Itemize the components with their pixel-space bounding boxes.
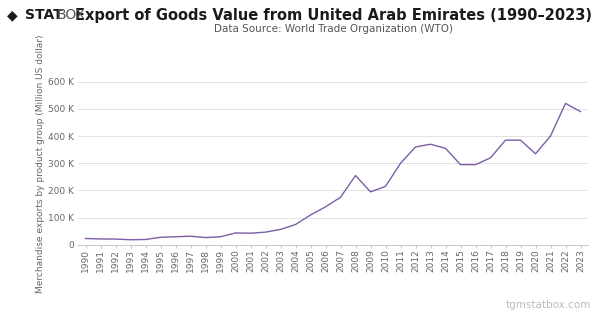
Y-axis label: Merchandise exports by product group (Million US dollar): Merchandise exports by product group (Mi… [36,34,45,293]
Text: ◆: ◆ [7,8,18,22]
Text: STAT: STAT [25,8,63,22]
Text: Data Source: World Trade Organization (WTO): Data Source: World Trade Organization (W… [214,24,452,34]
Text: tgmstatbox.com: tgmstatbox.com [506,300,591,310]
Text: BOX: BOX [57,8,86,22]
Text: Export of Goods Value from United Arab Emirates (1990–2023): Export of Goods Value from United Arab E… [74,8,592,23]
